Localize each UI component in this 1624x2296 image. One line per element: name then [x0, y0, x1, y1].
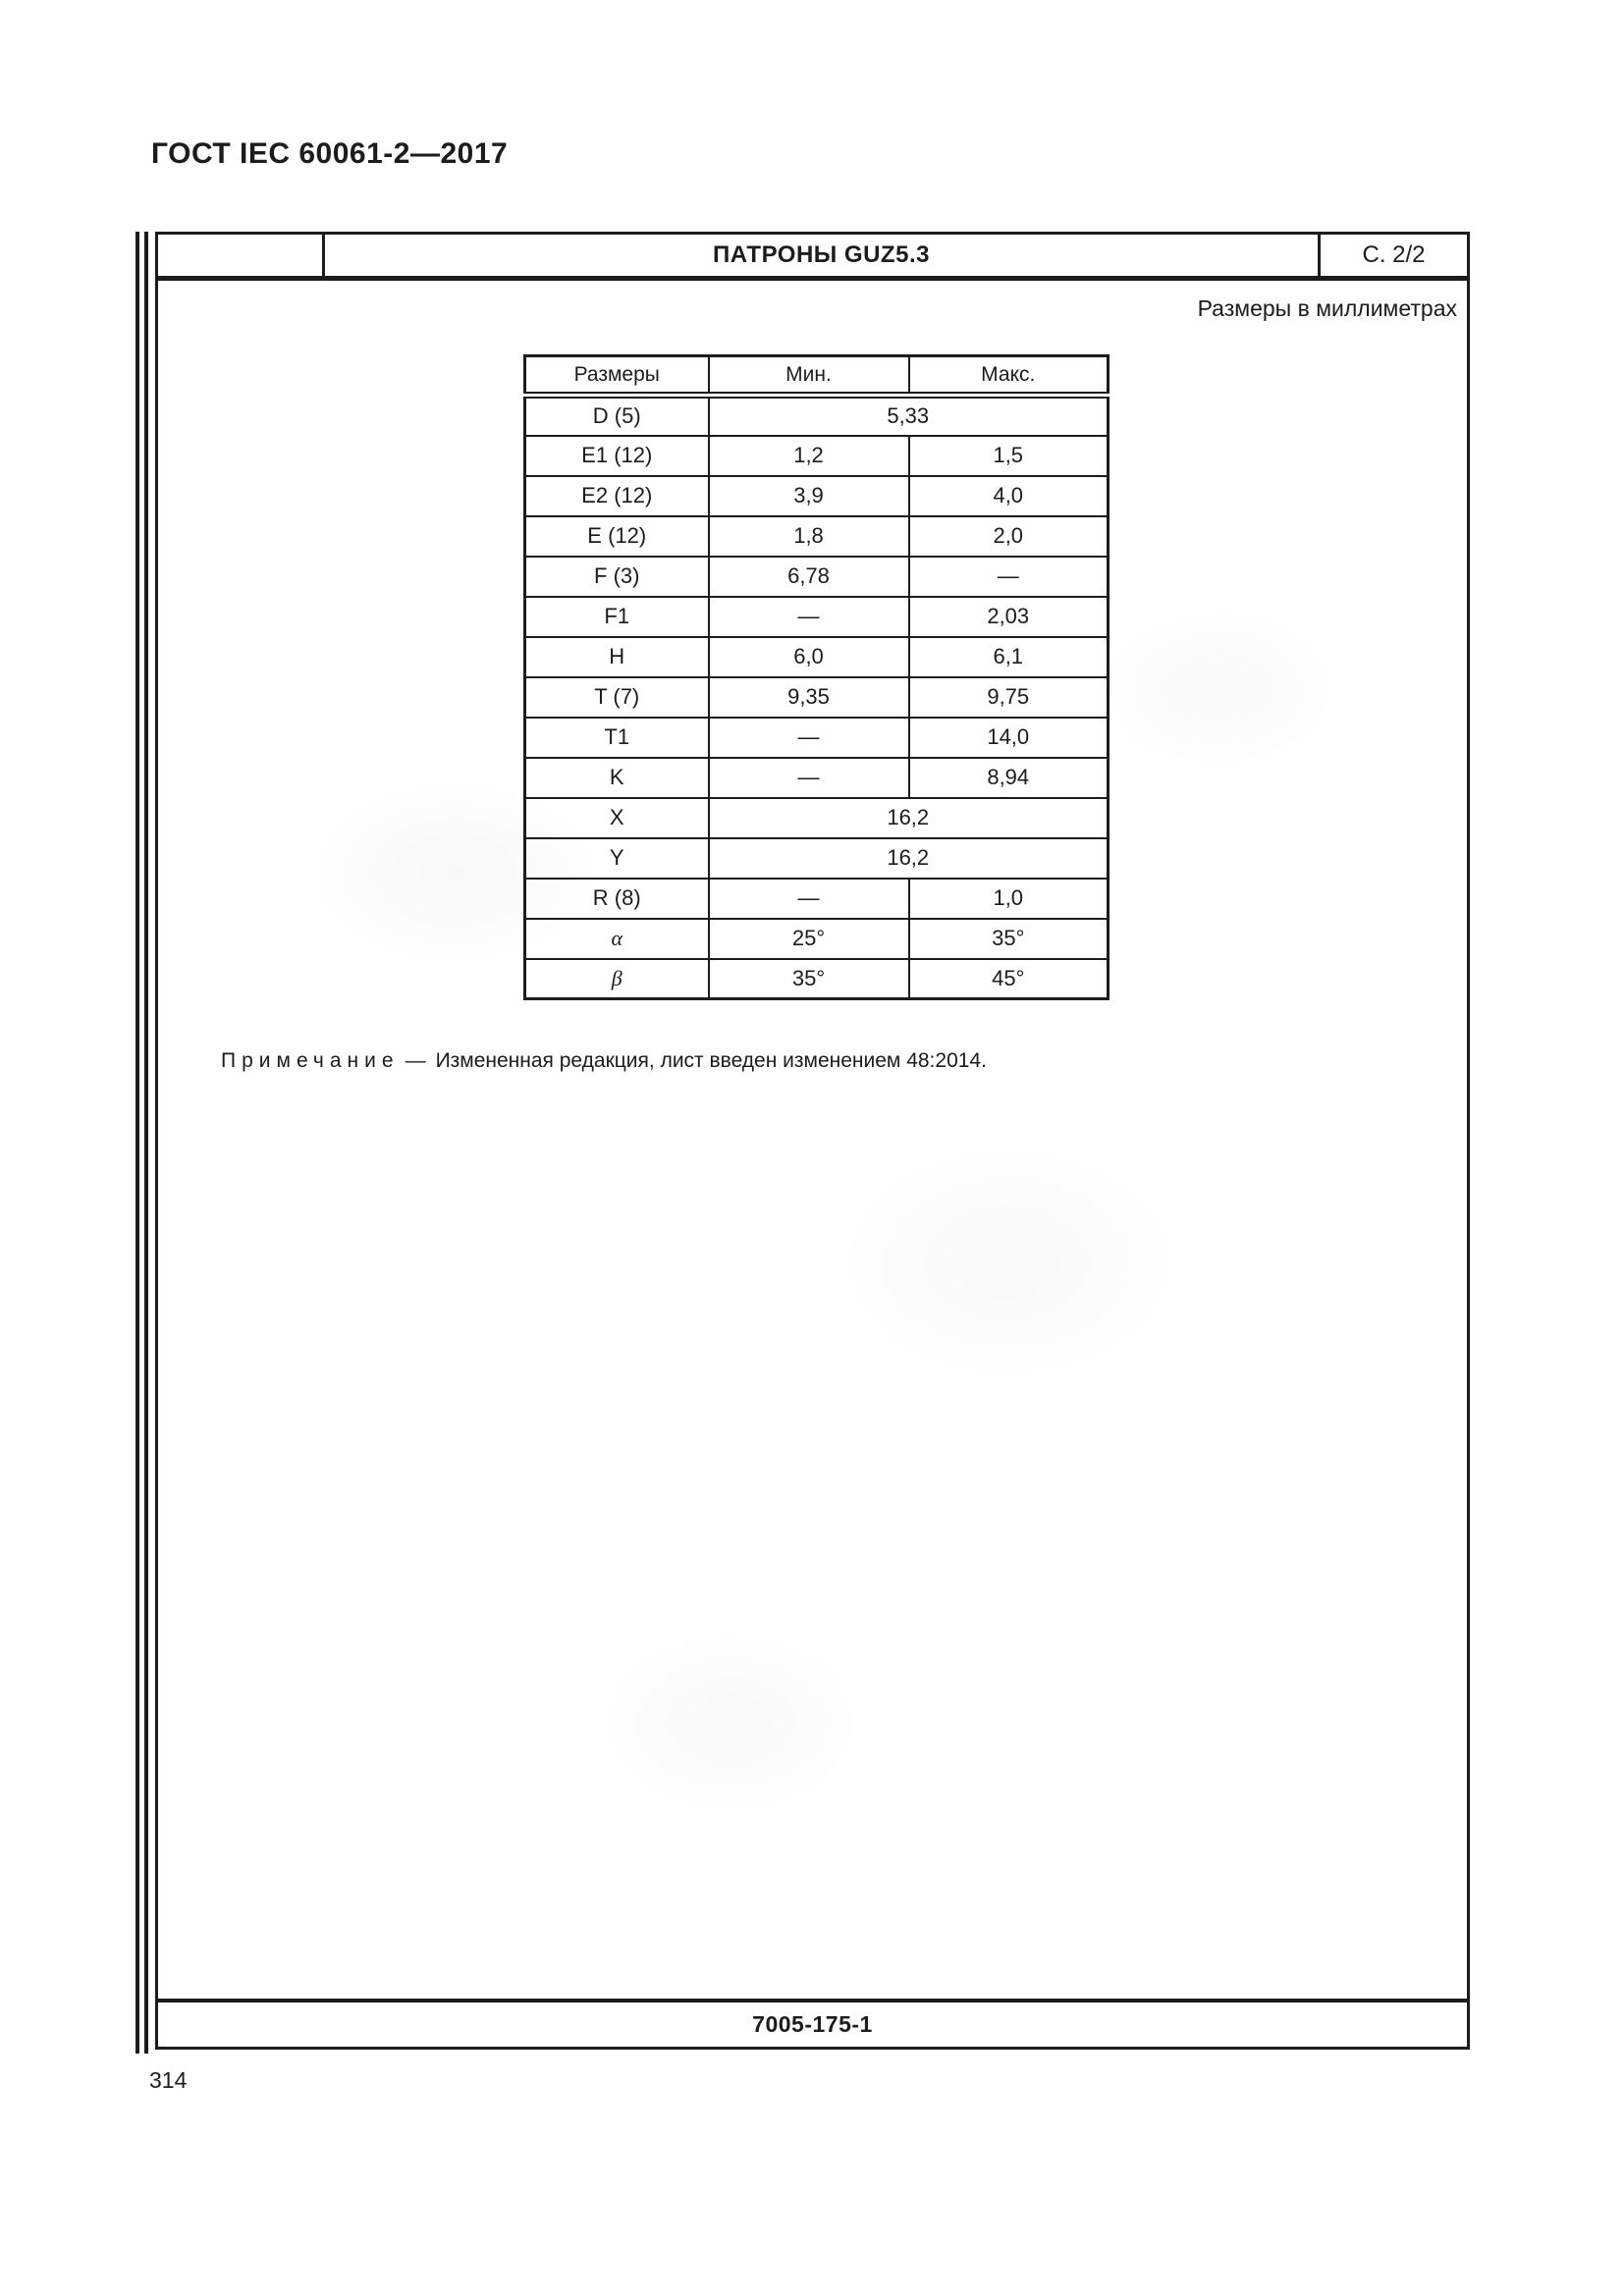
col-header-max: Макс. — [907, 354, 1110, 399]
dim-max-cell: 6,1 — [907, 635, 1110, 678]
note-text: Измененная редакция, лист введен изменен… — [435, 1049, 987, 1072]
sheet-page-ref: С. 2/2 — [1318, 235, 1467, 276]
note-dash: — — [405, 1049, 426, 1072]
dimensions-table: Размеры Мин. Макс. D (5) 5,33 E1 (12) 1,… — [523, 354, 1110, 1000]
dim-max-cell: 9,75 — [907, 675, 1110, 719]
dim-max-cell: 1,5 — [907, 434, 1110, 477]
dim-name-cell: D (5) — [523, 394, 710, 437]
dim-min-cell: 6,78 — [707, 555, 910, 598]
dim-max-cell: — — [907, 555, 1110, 598]
dim-name-cell: E1 (12) — [523, 434, 710, 477]
table-row: K — 8,94 — [523, 756, 1110, 799]
table-row: E (12) 1,8 2,0 — [523, 514, 1110, 558]
drawing-number: 7005-175-1 — [752, 2011, 873, 2037]
left-double-rule — [135, 232, 139, 2054]
dim-span-cell: 5,33 — [707, 394, 1110, 437]
table-row: E2 (12) 3,9 4,0 — [523, 474, 1110, 517]
note: Примечание — Измененная редакция, лист вве… — [221, 1049, 987, 1073]
note-label: Примечание — [221, 1049, 400, 1072]
dim-name-cell: T (7) — [523, 675, 710, 719]
title-bar-empty-cell — [158, 235, 325, 276]
dim-max-cell: 45° — [907, 957, 1110, 1000]
dim-name-cell: E2 (12) — [523, 474, 710, 517]
dim-max-cell: 1,0 — [907, 877, 1110, 920]
sheet-title: ПАТРОНЫ GUZ5.3 — [713, 241, 930, 268]
dim-max-cell: 2,0 — [907, 514, 1110, 558]
dim-min-cell: 25° — [707, 917, 910, 960]
title-bar: ПАТРОНЫ GUZ5.3 С. 2/2 — [158, 235, 1467, 281]
dim-name-cell: R (8) — [523, 877, 710, 920]
col-header-dimensions: Размеры — [523, 354, 710, 399]
dim-span-cell: 16,2 — [707, 836, 1110, 880]
dim-max-cell: 8,94 — [907, 756, 1110, 799]
table-row: T (7) 9,35 9,75 — [523, 675, 1110, 719]
dim-min-cell: 35° — [707, 957, 910, 1000]
units-label: Размеры в миллиметрах — [1197, 295, 1457, 321]
dim-max-cell: 2,03 — [907, 595, 1110, 638]
page-number: 314 — [149, 2067, 188, 2093]
table-row: H 6,0 6,1 — [523, 635, 1110, 678]
table-row: Y 16,2 — [523, 836, 1110, 880]
dim-min-cell: — — [707, 716, 910, 759]
table-row: D (5) 5,33 — [523, 394, 1110, 437]
dim-name-cell: H — [523, 635, 710, 678]
footer-bar: 7005-175-1 — [158, 1999, 1467, 2047]
table-row: F1 — 2,03 — [523, 595, 1110, 638]
dim-name-cell: T1 — [523, 716, 710, 759]
sheet-frame: ПАТРОНЫ GUZ5.3 С. 2/2 Размеры в миллимет… — [155, 232, 1470, 2050]
table-row: E1 (12) 1,2 1,5 — [523, 434, 1110, 477]
dim-min-cell: — — [707, 877, 910, 920]
col-header-min: Мин. — [707, 354, 910, 399]
table-row: X 16,2 — [523, 796, 1110, 839]
table-header-row: Размеры Мин. Макс. — [523, 354, 1110, 399]
dim-min-cell: — — [707, 595, 910, 638]
table-row: F (3) 6,78 — — [523, 555, 1110, 598]
dim-max-cell: 14,0 — [907, 716, 1110, 759]
table-row: R (8) — 1,0 — [523, 877, 1110, 920]
table-row: α 25° 35° — [523, 917, 1110, 960]
dim-span-cell: 16,2 — [707, 796, 1110, 839]
dim-min-cell: 1,2 — [707, 434, 910, 477]
dim-min-cell: — — [707, 756, 910, 799]
dim-min-cell: 1,8 — [707, 514, 910, 558]
dim-name-cell: X — [523, 796, 710, 839]
dim-name-cell: Y — [523, 836, 710, 880]
dim-name-cell: α — [523, 917, 710, 960]
dim-name-cell: E (12) — [523, 514, 710, 558]
left-double-rule — [144, 232, 148, 2054]
dim-name-cell: β — [523, 957, 710, 1000]
dim-max-cell: 4,0 — [907, 474, 1110, 517]
dim-min-cell: 9,35 — [707, 675, 910, 719]
dim-name-cell: F1 — [523, 595, 710, 638]
table-row: β 35° 45° — [523, 957, 1110, 1000]
table-row: T1 — 14,0 — [523, 716, 1110, 759]
dim-name-cell: K — [523, 756, 710, 799]
standard-designation: ГОСТ IEC 60061-2—2017 — [151, 137, 509, 170]
dim-name-cell: F (3) — [523, 555, 710, 598]
dim-min-cell: 3,9 — [707, 474, 910, 517]
dim-max-cell: 35° — [907, 917, 1110, 960]
dim-min-cell: 6,0 — [707, 635, 910, 678]
